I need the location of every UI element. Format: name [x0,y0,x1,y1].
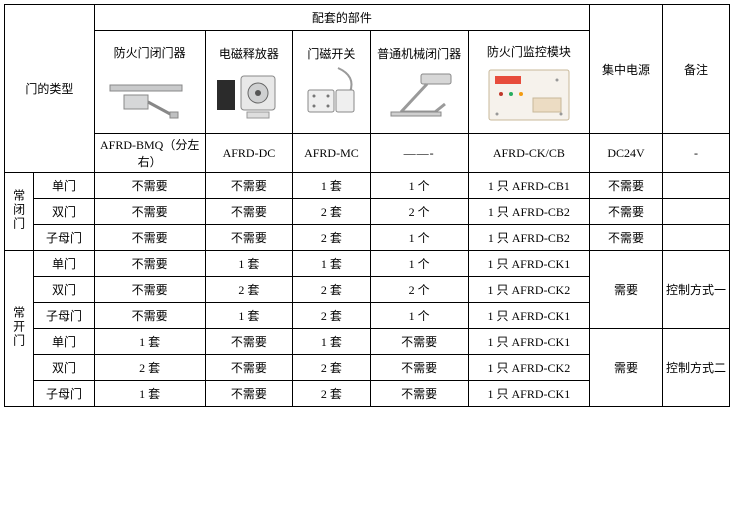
monitor-module-icon [479,64,579,126]
col4-label: 普通机械闭门器 [372,41,467,66]
cell: 不需要 [94,251,205,277]
cell-need: 需要 [589,251,662,329]
cell: 1 套 [94,329,205,355]
cell: 不需要 [205,355,293,381]
cell: 不需要 [94,303,205,329]
col4-cell: 普通机械闭门器 [370,31,468,134]
cell: 2 套 [293,303,370,329]
cell: 1 只 AFRD-CK1 [468,329,589,355]
cell: 2 套 [94,355,205,381]
cell: 不需要 [94,199,205,225]
components-header: 配套的部件 [94,5,589,31]
cell [663,173,730,199]
cell: 不需要 [205,225,293,251]
cell: 不需要 [205,173,293,199]
row-label: 双门 [34,277,95,303]
row-label: 双门 [34,355,95,381]
cell: 1 个 [370,251,468,277]
power-header: 集中电源 [589,5,662,134]
cell: 不需要 [205,381,293,407]
cell: 1 个 [370,303,468,329]
row-label: 单门 [34,251,95,277]
cell: 不需要 [370,329,468,355]
door-closer-icon [102,65,198,125]
model-1: AFRD-BMQ（分左右） [94,134,205,173]
cell: 1 套 [94,381,205,407]
model-4: ——- [370,134,468,173]
model-3: AFRD-MC [293,134,370,173]
group-closed: 常闭门 [5,173,34,251]
group-open: 常开门 [5,251,34,407]
col5-label: 防火门监控模块 [470,39,588,64]
model-remark: - [663,134,730,173]
cell: 2 套 [293,225,370,251]
row-label: 子母门 [34,225,95,251]
cell: 2 套 [205,277,293,303]
cell: 2 个 [370,199,468,225]
cell: 1 只 AFRD-CK1 [468,251,589,277]
col1-label: 防火门闭门器 [96,40,204,65]
row-label: 单门 [34,173,95,199]
model-5: AFRD-CK/CB [468,134,589,173]
cell: 1 只 AFRD-CB2 [468,199,589,225]
cell: 1 套 [293,329,370,355]
cell: 1 套 [293,251,370,277]
col2-cell: 电磁释放器 [205,31,293,134]
row-label: 子母门 [34,381,95,407]
mag-switch-icon [298,66,364,124]
door-type-header: 门的类型 [5,5,95,173]
cell: 1 套 [205,303,293,329]
cell [663,225,730,251]
cell: 不需要 [589,199,662,225]
cell: 1 只 AFRD-CK2 [468,355,589,381]
col3-cell: 门磁开关 [293,31,370,134]
col5-cell: 防火门监控模块 [468,31,589,134]
cell: 不需要 [205,329,293,355]
cell: 不需要 [589,173,662,199]
cell: 2 个 [370,277,468,303]
cell: 不需要 [94,225,205,251]
cell: 1 个 [370,225,468,251]
row-label: 双门 [34,199,95,225]
cell: 1 只 AFRD-CB2 [468,225,589,251]
cell: 2 套 [293,355,370,381]
cell [663,199,730,225]
col1-cell: 防火门闭门器 [94,31,205,134]
remark-mode1: 控制方式一 [663,251,730,329]
cell: 不需要 [370,381,468,407]
cell: 1 套 [293,173,370,199]
cell: 1 只 AFRD-CK1 [468,303,589,329]
cell: 1 个 [370,173,468,199]
cell: 1 只 AFRD-CB1 [468,173,589,199]
row-label: 单门 [34,329,95,355]
cell: 不需要 [94,173,205,199]
em-release-icon [211,66,287,124]
cell: 2 套 [293,381,370,407]
cell: 不需要 [589,225,662,251]
col3-label: 门磁开关 [294,41,368,66]
mech-closer-icon [377,66,461,124]
cell: 2 套 [293,277,370,303]
cell: 不需要 [205,199,293,225]
remark-header: 备注 [663,5,730,134]
row-label: 子母门 [34,303,95,329]
cell: 不需要 [94,277,205,303]
cell: 1 只 AFRD-CK2 [468,277,589,303]
model-2: AFRD-DC [205,134,293,173]
cell: 1 套 [205,251,293,277]
cell: 不需要 [370,355,468,381]
cell-need: 需要 [589,329,662,407]
col2-label: 电磁释放器 [207,41,292,66]
cell: 2 套 [293,199,370,225]
spec-table: 门的类型 配套的部件 集中电源 备注 防火门闭门器 电磁释放器 [4,4,730,407]
cell: 1 只 AFRD-CK1 [468,381,589,407]
remark-mode2: 控制方式二 [663,329,730,407]
model-power: DC24V [589,134,662,173]
